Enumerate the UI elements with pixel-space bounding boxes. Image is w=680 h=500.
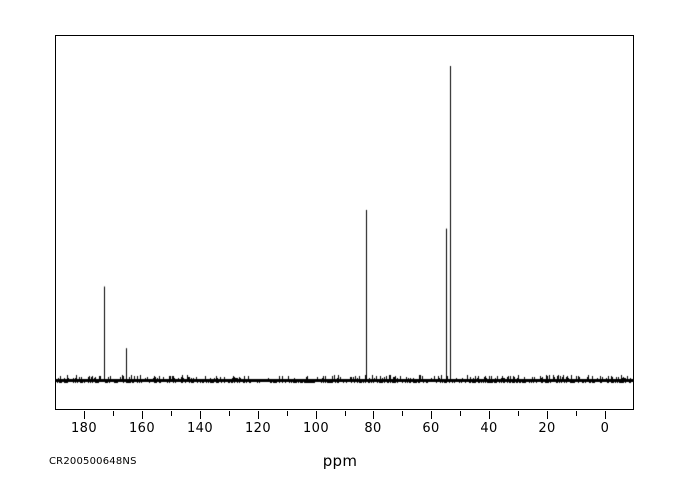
axis-tick-minor	[576, 411, 577, 416]
axis-tick-minor	[287, 411, 288, 416]
axis-tick-label: 20	[538, 421, 556, 436]
axis-tick-major	[547, 411, 548, 419]
axis-tick-label: 100	[302, 421, 330, 436]
axis-tick-major	[200, 411, 201, 419]
spectrum-trace	[56, 36, 633, 409]
axis-tick-label: 0	[600, 421, 610, 436]
axis-tick-major	[431, 411, 432, 419]
axis-tick-major	[489, 411, 490, 419]
axis-tick-major	[605, 411, 606, 419]
axis-tick-major	[373, 411, 374, 419]
sample-id-label: CR200500648NS	[49, 456, 137, 467]
axis-tick-major	[258, 411, 259, 419]
axis-tick-minor	[229, 411, 230, 416]
axis-tick-minor	[113, 411, 114, 416]
axis-tick-major	[84, 411, 85, 419]
axis-tick-label: 140	[186, 421, 214, 436]
axis-tick-major	[142, 411, 143, 419]
axis-tick-label: 160	[128, 421, 156, 436]
axis-tick-major	[316, 411, 317, 419]
axis-title-ppm: ppm	[322, 452, 358, 470]
axis-tick-label: 120	[244, 421, 272, 436]
axis-tick-label: 180	[70, 421, 98, 436]
axis-tick-minor	[402, 411, 403, 416]
axis-tick-label: 80	[364, 421, 382, 436]
axis-tick-label: 40	[480, 421, 498, 436]
axis-tick-minor	[518, 411, 519, 416]
axis-tick-minor	[171, 411, 172, 416]
axis-tick-minor	[345, 411, 346, 416]
axis-tick-minor	[460, 411, 461, 416]
axis-tick-label: 60	[422, 421, 440, 436]
plot-frame	[55, 35, 634, 410]
